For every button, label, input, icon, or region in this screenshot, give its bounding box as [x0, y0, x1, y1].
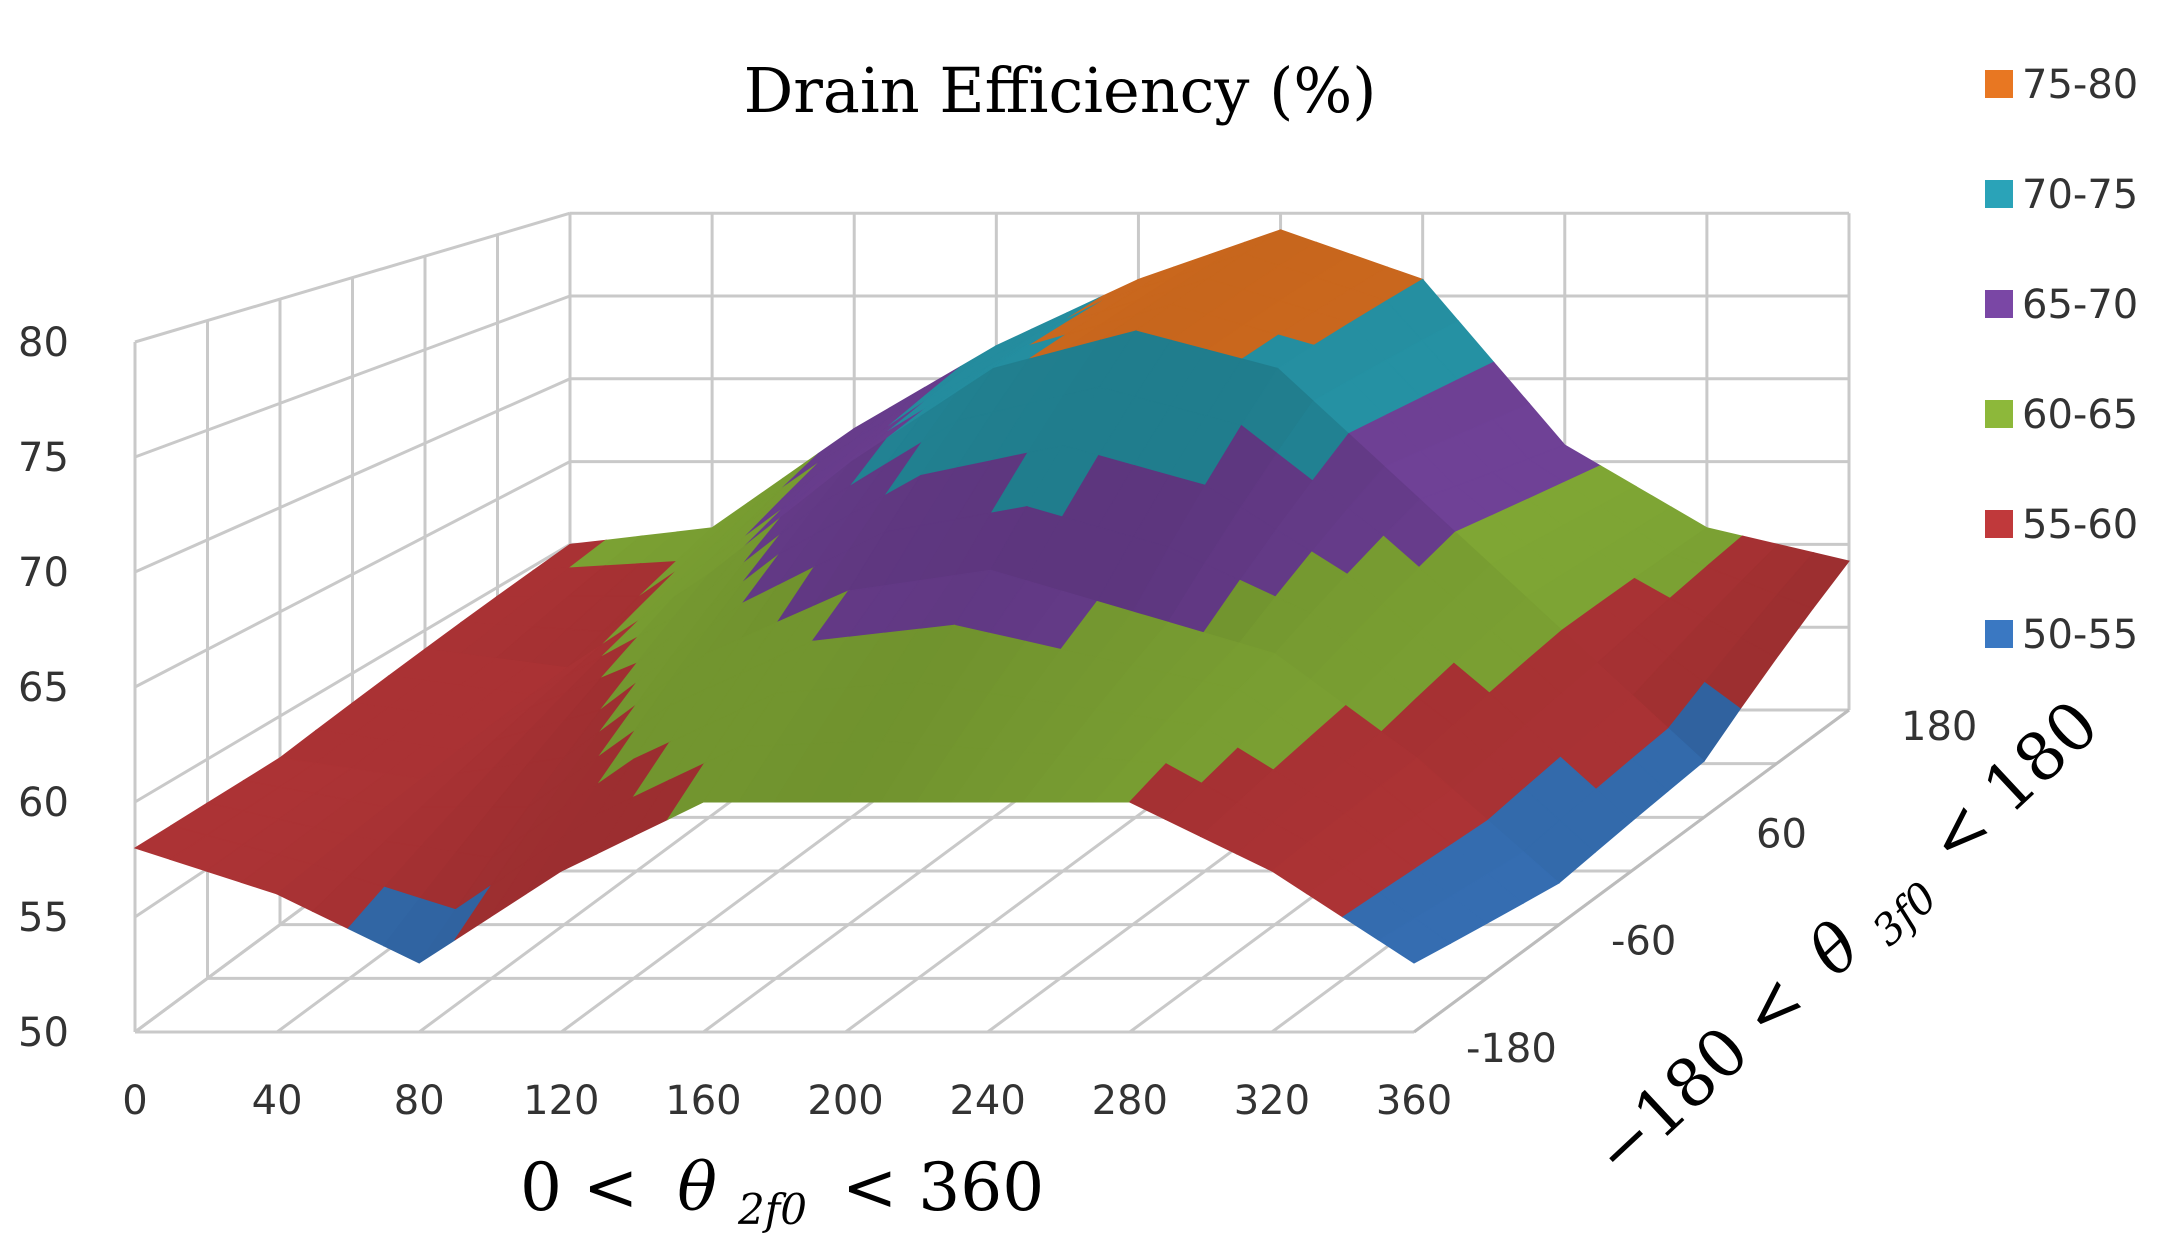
- y-axis-label-lhs: −180 <: [1578, 960, 1819, 1192]
- side-wall-grid-line: [134, 543, 571, 804]
- x-tick-label: 80: [394, 1078, 445, 1124]
- x-tick-label: 160: [665, 1078, 741, 1124]
- z-tick-label: 65: [18, 665, 69, 711]
- legend-label: 75-80: [2022, 62, 2138, 108]
- x-axis-label-lhs: 0 <: [520, 1149, 638, 1226]
- z-tick-label: 75: [18, 435, 69, 481]
- z-tick-label: 50: [18, 1010, 69, 1056]
- legend-swatch: [1985, 70, 2013, 98]
- x-tick-label: 360: [1376, 1078, 1452, 1124]
- surface-patch: [1377, 917, 1452, 964]
- chart-title: Drain Efficiency (%): [744, 54, 1377, 127]
- legend-label: 60-65: [2022, 392, 2138, 438]
- surface-plot: [133, 229, 1850, 964]
- x-tick-label: 320: [1234, 1078, 1310, 1124]
- x-tick-label: 40: [252, 1078, 303, 1124]
- x-tick-label: 120: [523, 1078, 599, 1124]
- y-tick-label: -60: [1611, 919, 1676, 965]
- x-tick-label: 200: [807, 1078, 883, 1124]
- axis-ticks: 0 40 80 120 160 200 240 280 320 360 50 55 60 65 70 75 80…: [18, 320, 1977, 1124]
- x-axis-label-rhs: < 360: [842, 1149, 1044, 1226]
- legend: 75-80 70-75 65-70 60-65 55-60 50-55: [1985, 62, 2138, 658]
- z-tick-label: 70: [18, 550, 69, 596]
- legend-label: 55-60: [2022, 502, 2138, 548]
- depth-axis-line: [1413, 708, 1850, 1034]
- legend-label: 65-70: [2022, 282, 2138, 328]
- side-wall-grid-line: [134, 377, 571, 574]
- legend-swatch: [1985, 290, 2013, 318]
- x-tick-label: 280: [1092, 1078, 1168, 1124]
- x-tick-label: 0: [122, 1078, 147, 1124]
- side-wall-grid-line: [134, 294, 571, 459]
- legend-label: 70-75: [2022, 172, 2138, 218]
- y-tick-label: 60: [1756, 811, 1807, 857]
- legend-label: 50-55: [2022, 612, 2138, 658]
- z-tick-label: 55: [18, 895, 69, 941]
- legend-swatch: [1985, 620, 2013, 648]
- y-tick-label: 180: [1901, 704, 1977, 750]
- x-tick-label: 240: [949, 1078, 1025, 1124]
- y-tick-label: -180: [1466, 1026, 1557, 1072]
- x-axis-label: 0 < θ 2f0 < 360: [520, 1149, 1044, 1240]
- z-tick-label: 80: [18, 320, 69, 366]
- legend-swatch: [1985, 510, 2013, 538]
- legend-swatch: [1985, 400, 2013, 428]
- side-wall-grid-line: [134, 460, 571, 689]
- x-axis-label-subscript: 2f0: [737, 1185, 807, 1234]
- x-axis-label-symbol: θ: [677, 1149, 717, 1226]
- z-tick-label: 60: [18, 780, 69, 826]
- y-axis-label-subscript: 3f0: [1863, 872, 1947, 955]
- side-wall-grid-line: [134, 211, 571, 344]
- legend-swatch: [1985, 180, 2013, 208]
